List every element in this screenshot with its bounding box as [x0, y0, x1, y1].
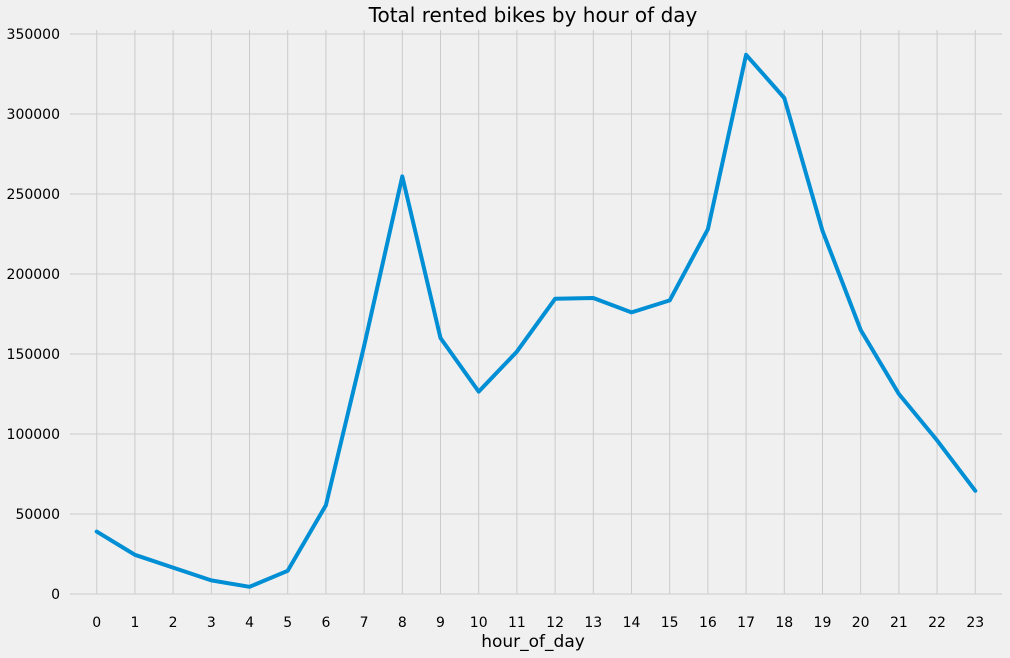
- data-point: [95, 530, 99, 534]
- data-point: [324, 503, 328, 507]
- x-tick-label: 19: [814, 615, 832, 631]
- x-tick-label: 15: [661, 615, 679, 631]
- data-point: [859, 328, 863, 332]
- data-point: [133, 553, 137, 557]
- x-tick-label: 10: [470, 615, 488, 631]
- x-tick-label: 23: [966, 615, 984, 631]
- x-tick-label: 20: [852, 615, 870, 631]
- y-tick-labels: 0 50000 100000 150000 200000 250000 300000 3500…: [7, 27, 60, 603]
- x-tick-label: 1: [130, 615, 139, 631]
- data-point: [744, 53, 748, 57]
- y-tick-label: 50000: [15, 507, 60, 523]
- x-tick-label: 7: [360, 615, 369, 631]
- data-point: [209, 578, 213, 582]
- x-tick-label: 13: [584, 615, 602, 631]
- data-point: [439, 336, 443, 340]
- grid-layer: [70, 30, 1002, 595]
- data-point: [248, 585, 252, 589]
- series-layer: [94, 52, 978, 589]
- data-point: [362, 344, 366, 348]
- x-tick-label: 18: [775, 615, 793, 631]
- data-point: [171, 566, 175, 570]
- x-tick-label: 22: [928, 615, 946, 631]
- data-point: [286, 569, 290, 573]
- x-tick-label: 14: [623, 615, 641, 631]
- x-tick-label: 11: [508, 615, 526, 631]
- data-point: [935, 438, 939, 442]
- series-line: [94, 52, 978, 589]
- x-tick-label: 2: [169, 615, 178, 631]
- x-tick-label: 12: [546, 615, 564, 631]
- y-tick-label: 300000: [7, 107, 60, 123]
- data-point: [897, 392, 901, 396]
- x-tick-label: 3: [207, 615, 216, 631]
- data-point: [706, 227, 710, 231]
- data-point: [820, 229, 824, 233]
- chart-title: Total rented bikes by hour of day: [368, 3, 698, 27]
- x-tick-label: 6: [321, 615, 330, 631]
- y-tick-label: 250000: [7, 187, 60, 203]
- data-point: [668, 298, 672, 302]
- data-point: [973, 489, 977, 493]
- data-point: [515, 350, 519, 354]
- x-axis-label: hour_of_day: [481, 632, 585, 652]
- data-point: [782, 96, 786, 100]
- y-tick-label: 200000: [7, 267, 60, 283]
- y-tick-label: 0: [51, 587, 60, 603]
- data-point: [477, 390, 481, 394]
- y-tick-label: 350000: [7, 27, 60, 43]
- x-tick-labels: 0 1 2 3 4 5 6 7 8 9 10 11 12 13 14 15 16 17 18 19 20 21 22 23: [92, 615, 984, 631]
- y-tick-label: 150000: [7, 347, 60, 363]
- x-tick-label: 17: [737, 615, 755, 631]
- x-tick-label: 0: [92, 615, 101, 631]
- x-tick-label: 16: [699, 615, 717, 631]
- y-tick-label: 100000: [7, 427, 60, 443]
- data-point: [553, 297, 557, 301]
- x-tick-label: 5: [283, 615, 292, 631]
- data-point: [629, 310, 633, 314]
- x-tick-label: 4: [245, 615, 254, 631]
- data-point: [591, 296, 595, 300]
- data-point: [400, 174, 404, 178]
- x-tick-label: 21: [890, 615, 908, 631]
- x-tick-label: 9: [436, 615, 445, 631]
- x-tick-label: 8: [398, 615, 407, 631]
